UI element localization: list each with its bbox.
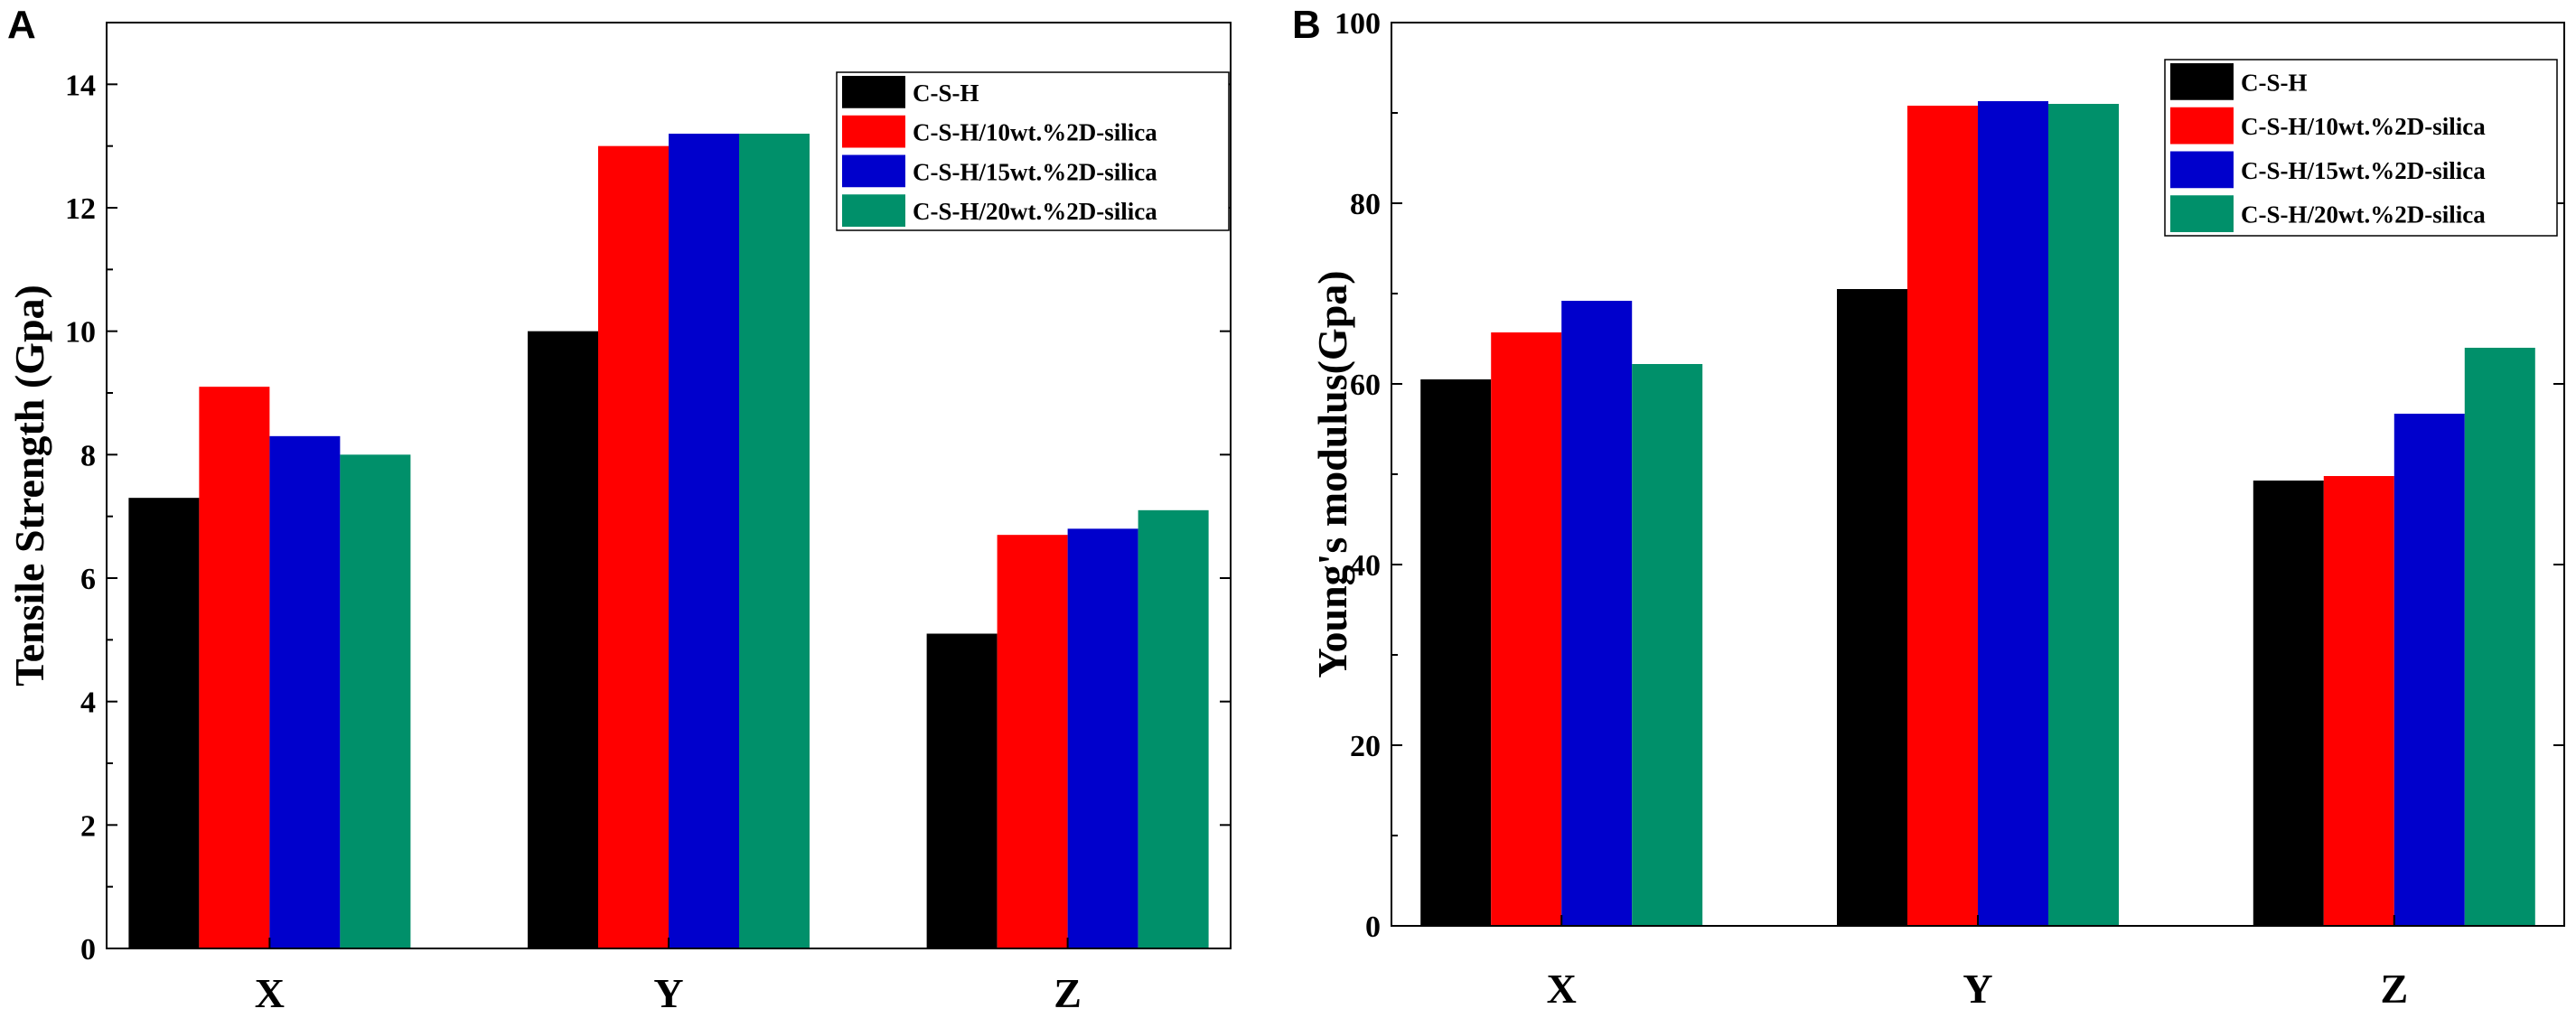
- bar-z-series-2: [997, 535, 1068, 948]
- legend-label: C-S-H/15wt.%2D-silica: [2241, 157, 2486, 184]
- plot-frame: [1391, 22, 2565, 927]
- x-axis-categories: X Y Z: [255, 938, 1082, 1016]
- legend: C-S-H C-S-H/10wt.%2D-silica C-S-H/15wt.%2D…: [836, 71, 1230, 231]
- legend-label: C-S-H/10wt.%2D-silica: [913, 119, 1157, 146]
- bar-z-series-3: [1067, 528, 1138, 948]
- bar-z-series-4: [2464, 348, 2535, 926]
- legend-label: C-S-H/20wt.%2D-silica: [2241, 201, 2486, 229]
- x-category-label: Z: [2380, 966, 2408, 1012]
- bar-x-series-3: [1561, 301, 1633, 926]
- bars-group: [128, 134, 1209, 949]
- y-tick-label: 8: [80, 439, 96, 472]
- y-tick-label: 14: [65, 69, 96, 102]
- y-tick-label: 0: [1365, 911, 1381, 944]
- y-axis-ticks: 0 20 40 60 80 100: [1335, 7, 2564, 944]
- y-tick-label: 0: [80, 933, 96, 967]
- y-axis-title: Young's modulus(Gpa): [1309, 270, 1355, 677]
- legend-swatch: [2170, 151, 2234, 189]
- bar-z-series-3: [2393, 414, 2465, 926]
- bar-y-series-1: [1837, 289, 1907, 926]
- plot-frame: [106, 22, 1232, 949]
- bar-x-series-4: [340, 454, 411, 948]
- y-tick-label: 2: [80, 809, 96, 843]
- legend: C-S-H C-S-H/10wt.%2D-silica C-S-H/15wt.%2D…: [2164, 59, 2558, 237]
- y-tick-label: 20: [1350, 730, 1381, 763]
- y-tick-label: 6: [80, 563, 96, 596]
- bar-y-series-2: [1907, 106, 1978, 926]
- panel-label: A: [7, 3, 36, 47]
- bar-y-series-4: [739, 134, 810, 948]
- y-tick-label: 100: [1335, 7, 1381, 41]
- bar-z-series-1: [2253, 481, 2324, 926]
- x-category-label: X: [255, 970, 285, 1016]
- bar-x-series-1: [1420, 379, 1492, 926]
- legend-swatch: [842, 194, 905, 227]
- x-category-label: X: [1547, 966, 1577, 1012]
- panel-label: B: [1292, 3, 1321, 47]
- legend-label: C-S-H/10wt.%2D-silica: [2241, 113, 2486, 140]
- legend-label: C-S-H/20wt.%2D-silica: [913, 198, 1157, 225]
- legend-swatch: [2170, 63, 2234, 100]
- y-tick-label: 60: [1350, 369, 1381, 402]
- bar-y-series-3: [1978, 101, 2048, 926]
- bar-z-series-1: [926, 633, 998, 948]
- legend-label: C-S-H: [913, 79, 979, 107]
- legend-swatch: [842, 154, 905, 188]
- bar-y-series-2: [598, 145, 669, 948]
- legend-swatch: [842, 76, 905, 108]
- legend-swatch: [2170, 195, 2234, 232]
- bar-y-series-1: [528, 331, 598, 949]
- y-tick-label: 40: [1350, 549, 1381, 583]
- y-axis-title: Tensile Strength (Gpa): [6, 285, 52, 686]
- legend-swatch: [2170, 107, 2234, 145]
- bar-y-series-4: [2048, 104, 2119, 926]
- y-tick-label: 12: [65, 192, 96, 226]
- legend-label: C-S-H/15wt.%2D-silica: [913, 158, 1157, 185]
- x-category-label: Y: [1962, 966, 1992, 1012]
- panel-a-tensile-strength-chart: A 0 2 4 6 8 10 12 14 X Y Z Tensile Strength (Gpa)…: [6, 3, 1232, 1016]
- bar-z-series-2: [2323, 476, 2394, 926]
- bar-x-series-1: [128, 498, 200, 948]
- bar-x-series-2: [1491, 332, 1562, 926]
- bar-x-series-4: [1632, 364, 1703, 926]
- y-tick-label: 80: [1350, 188, 1381, 221]
- bar-z-series-4: [1138, 509, 1209, 948]
- legend-swatch: [842, 115, 905, 148]
- legend-label: C-S-H: [2241, 69, 2308, 96]
- x-category-label: Y: [653, 970, 683, 1016]
- x-axis-categories: X Y Z: [1547, 915, 2408, 1012]
- bar-x-series-2: [199, 387, 270, 949]
- y-tick-label: 4: [80, 686, 96, 720]
- x-category-label: Z: [1054, 970, 1082, 1016]
- y-tick-label: 10: [65, 316, 96, 350]
- bars-group: [1420, 101, 2535, 926]
- bar-x-series-3: [269, 435, 341, 948]
- y-axis-ticks: 0 2 4 6 8 10 12 14: [65, 69, 1231, 967]
- bar-y-series-3: [669, 134, 739, 948]
